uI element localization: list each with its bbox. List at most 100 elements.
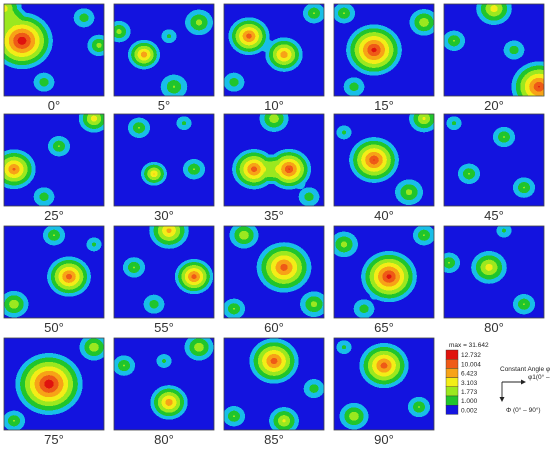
intensity-peak: [151, 349, 177, 373]
intensity-peak: [114, 16, 135, 47]
intensity-peak: [224, 294, 250, 318]
intensity-peak: [298, 4, 324, 28]
intensity-peak: [488, 122, 520, 152]
intensity-peak: [81, 232, 104, 257]
intensity-peak: [124, 36, 164, 73]
legend-swatch: [445, 395, 459, 406]
intensity-field: [444, 114, 544, 206]
angle-label: 30°: [154, 208, 174, 223]
intensity-peak: [293, 182, 324, 206]
intensity-field: [4, 338, 104, 430]
intensity-field: [444, 226, 544, 318]
intensity-field: [224, 226, 324, 318]
intensity-peak: [294, 286, 324, 318]
legend-value: 1.773: [461, 389, 478, 396]
map-frame: [443, 225, 545, 319]
angle-label: 80°: [484, 320, 504, 335]
intensity-peak: [114, 350, 140, 381]
intensity-peak: [4, 286, 34, 318]
odf-map: 55°: [113, 225, 215, 335]
intensity-field: [224, 338, 324, 430]
angle-label: 0°: [48, 98, 60, 113]
angle-label: 10°: [264, 98, 284, 113]
odf-map: 15°: [333, 3, 435, 113]
map-frame: [443, 3, 545, 97]
angle-label: 5°: [158, 98, 170, 113]
angle-label: 55°: [154, 320, 174, 335]
intensity-peak: [83, 30, 104, 61]
intensity-peak: [261, 33, 307, 76]
intensity-peak: [334, 398, 374, 430]
intensity-peak: [389, 174, 429, 206]
intensity-peak: [245, 338, 303, 388]
axis-Phi-label: Φ (0° – 90°): [506, 406, 541, 414]
intensity-peak: [179, 338, 214, 365]
intensity-peak: [225, 14, 273, 59]
map-frame: [333, 225, 435, 319]
angle-label: 80°: [154, 432, 174, 447]
intensity-peak: [252, 237, 316, 297]
odf-map: 30°: [113, 113, 215, 223]
intensity-field: [114, 4, 214, 96]
map-frame: [333, 113, 435, 207]
angle-label: 90°: [374, 432, 394, 447]
angle-label: 15°: [374, 98, 394, 113]
angle-label: 75°: [44, 432, 64, 447]
legend-value: 1.000: [461, 398, 478, 405]
legend-title: Constant Angle φ2: [500, 366, 550, 373]
legend-value: 10.004: [461, 361, 481, 368]
odf-map: 0°: [3, 3, 105, 113]
legend-value: 0.002: [461, 407, 478, 414]
intensity-peak: [224, 401, 250, 430]
intensity-field: [334, 226, 434, 318]
intensity-peak: [404, 114, 434, 137]
intensity-peak: [179, 4, 214, 41]
odf-map: 60°: [223, 225, 325, 335]
intensity-peak: [4, 145, 40, 193]
intensity-field: [224, 4, 324, 96]
intensity-field: [4, 4, 104, 96]
odf-map: 45°: [443, 113, 545, 223]
intensity-field: [224, 114, 324, 206]
odf-map: 85°: [223, 337, 325, 447]
intensity-peak: [43, 253, 95, 301]
intensity-peak: [471, 4, 517, 30]
intensity-peak: [403, 392, 434, 422]
map-frame: [443, 113, 545, 207]
intensity-peak: [498, 35, 530, 65]
odf-map: 10°: [223, 3, 325, 113]
angle-label: 50°: [44, 320, 64, 335]
intensity-legend: max = 31.642 12.732 10.004 6.423 3.103 1.773 1…: [445, 342, 550, 415]
intensity-peak: [178, 154, 210, 184]
intensity-peak: [453, 159, 485, 189]
intensity-peak: [334, 226, 364, 263]
odf-map: 80°: [443, 225, 545, 335]
angle-label: 20°: [484, 98, 504, 113]
intensity-peak: [264, 403, 304, 430]
odf-map: 25°: [3, 113, 105, 223]
intensity-peak: [466, 246, 512, 289]
map-frame: [3, 225, 105, 319]
legend-swatch: [445, 377, 459, 388]
intensity-peak: [444, 114, 467, 135]
intensity-peak: [254, 114, 294, 137]
intensity-peak: [334, 120, 357, 145]
odf-map: 80°: [113, 337, 215, 447]
odf-map: 20°: [443, 3, 545, 113]
intensity-peak: [444, 248, 465, 278]
legend-swatch: [445, 368, 459, 378]
legend-max-label: max = 31.642: [449, 342, 489, 349]
legend-value: 3.103: [461, 380, 478, 387]
intensity-peak: [508, 289, 540, 318]
intensity-peak: [171, 114, 197, 135]
map-frame: [113, 113, 215, 207]
axis-phi1-label: φ1(0° – 90°): [528, 373, 550, 381]
intensity-peak: [146, 381, 192, 424]
odf-map: 40°: [333, 113, 435, 223]
intensity-peak: [355, 339, 413, 393]
intensity-peak: [444, 26, 470, 56]
legend-swatch: [445, 405, 459, 415]
intensity-peak: [342, 20, 406, 80]
intensity-peak: [345, 133, 403, 187]
